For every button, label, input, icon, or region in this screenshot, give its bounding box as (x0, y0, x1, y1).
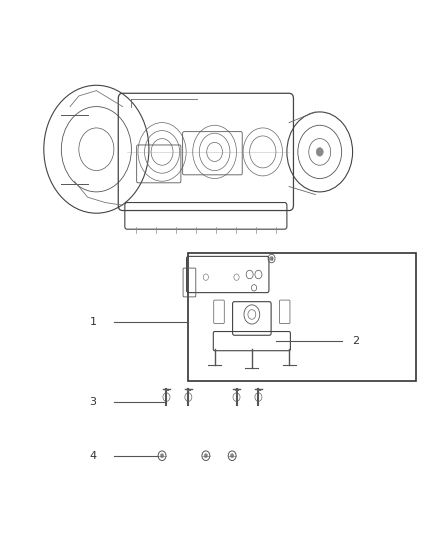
Circle shape (204, 454, 208, 458)
Circle shape (230, 454, 234, 458)
Circle shape (160, 454, 164, 458)
Text: 4: 4 (89, 451, 96, 461)
Circle shape (270, 256, 273, 261)
Text: 3: 3 (89, 398, 96, 407)
Text: 2: 2 (352, 336, 359, 346)
Text: 1: 1 (89, 318, 96, 327)
Circle shape (316, 148, 323, 156)
Bar (188, 253, 416, 381)
